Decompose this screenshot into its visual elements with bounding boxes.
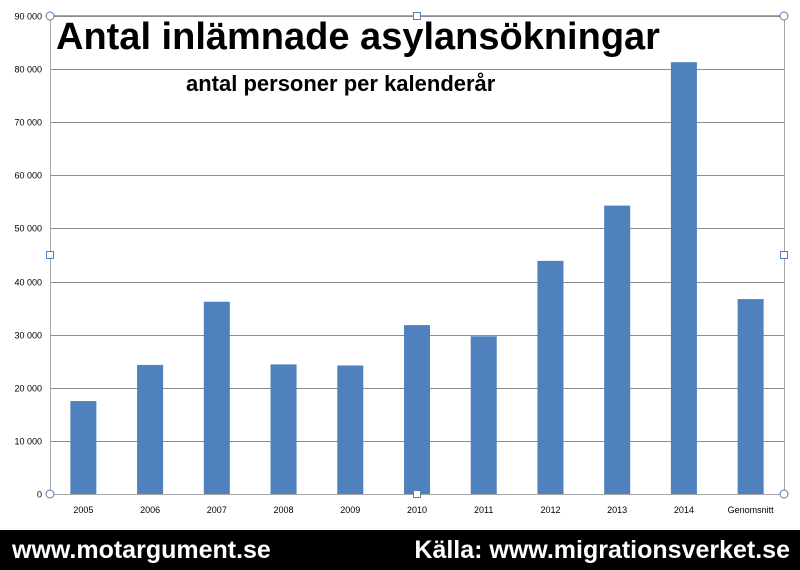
resize-handle[interactable] (779, 11, 789, 21)
resize-handle[interactable] (46, 251, 54, 259)
y-tick-label: 0 (37, 490, 42, 500)
bar (203, 301, 230, 494)
y-tick-label: 80 000 (14, 65, 42, 75)
bar (670, 62, 697, 494)
resize-handle[interactable] (45, 11, 55, 21)
footer-website: www.motargument.se (12, 536, 271, 564)
y-tick-label: 60 000 (14, 171, 42, 181)
y-tick-label: 50 000 (14, 224, 42, 234)
bar (537, 260, 564, 494)
x-tick-label: 2006 (140, 505, 160, 515)
bar (270, 364, 297, 494)
y-tick-label: 20 000 (14, 384, 42, 394)
resize-handle[interactable] (413, 490, 421, 498)
y-tick-label: 70 000 (14, 118, 42, 128)
resize-handle[interactable] (780, 251, 788, 259)
chart-title: Antal inlämnade asylansökningar (56, 16, 660, 58)
y-tick-label: 10 000 (14, 437, 42, 447)
footer-bar: www.motargument.se Källa: www.migrations… (0, 530, 800, 570)
y-tick-label: 40 000 (14, 278, 42, 288)
bar (337, 365, 364, 494)
resize-handle[interactable] (413, 12, 421, 20)
x-tick-label: 2013 (607, 505, 627, 515)
x-tick-label: 2014 (674, 505, 694, 515)
y-tick-label: 30 000 (14, 331, 42, 341)
x-tick-label: Genomsnitt (728, 505, 775, 515)
chart-frame: 0 10 000 20 000 30 000 40 000 50 000 60 000 70 … (14, 11, 789, 515)
x-tick-label: 2008 (274, 505, 294, 515)
bar (470, 336, 497, 494)
footer-source: Källa: www.migrationsverket.se (414, 536, 790, 564)
x-tick-label: 2009 (340, 505, 360, 515)
bar-chart: 0 10 000 20 000 30 000 40 000 50 000 60 000 70 … (14, 11, 789, 515)
resize-handle[interactable] (779, 489, 789, 499)
x-tick-label: 2005 (73, 505, 93, 515)
bar (604, 205, 631, 494)
bar (403, 325, 431, 494)
chart-subtitle: antal personer per kalenderår (186, 71, 496, 96)
y-tick-label: 90 000 (14, 12, 42, 22)
x-tick-label: 2007 (207, 505, 227, 515)
x-tick-label: 2011 (474, 505, 493, 515)
x-tick-label: 2010 (407, 505, 427, 515)
bar (737, 299, 764, 494)
bar (70, 401, 97, 494)
x-tick-label: 2012 (540, 505, 560, 515)
resize-handle[interactable] (45, 489, 55, 499)
bar (137, 364, 164, 494)
